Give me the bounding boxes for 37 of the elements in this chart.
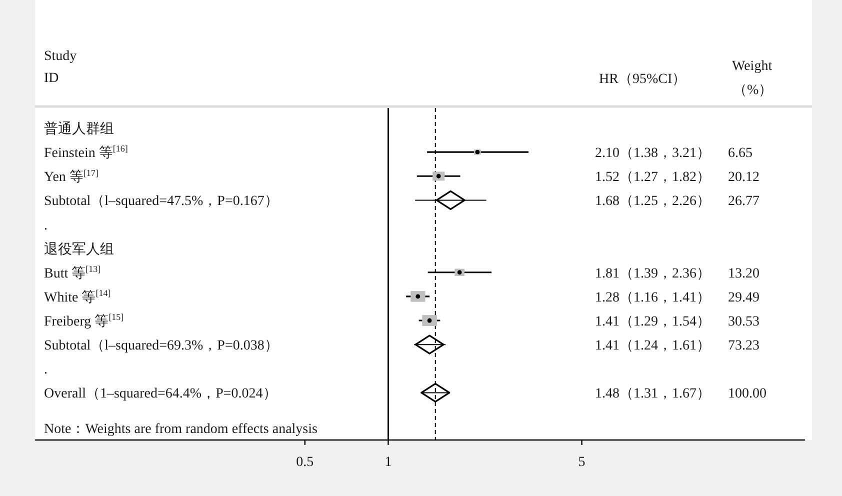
y-axis-title: Study ID [44, 49, 77, 86]
y-tick-label: . [44, 218, 48, 234]
annotation: 13.20 [728, 266, 760, 282]
annotation: 6.65 [728, 146, 752, 162]
y-tick-label: Freiberg 等$^{[15]}$ [44, 312, 124, 330]
x-tick-label: 5 [578, 455, 586, 470]
point [432, 172, 445, 181]
y-tick-label: White 等$^{[14]}$ [44, 288, 111, 306]
y-tick-label: 退役军人组 [44, 241, 114, 258]
annotation: 1.28（1.16，1.41） [595, 290, 710, 306]
y-tick-label: Subtotal（l–squared=69.3%，P=0.038） [44, 338, 278, 354]
text: Note：Weights are from random effects analysis [44, 422, 318, 437]
y-tick-label: . [44, 362, 48, 378]
annotation: 1.41（1.29，1.54） [595, 314, 710, 330]
annotation: 1.48（1.31，1.67） [595, 386, 710, 402]
annotation: 2.10（1.38，3.21） [595, 146, 710, 162]
annotation: 100.00 [728, 386, 766, 402]
text: HR（95%CI） [599, 72, 686, 87]
x-tick-label: 0.5 [296, 455, 314, 470]
text: Weight [732, 59, 772, 74]
x-tick-label: 1 [384, 455, 392, 470]
annotation: 1.81（1.39，2.36） [595, 266, 710, 282]
annotation: 1.68（1.25，2.26） [595, 194, 710, 210]
text: （%） [733, 83, 773, 98]
y-tick-label: Subtotal（l–squared=47.5%，P=0.167） [44, 194, 278, 210]
y-tick-label: Overall（1–squared=64.4%，P=0.024） [44, 386, 277, 402]
annotation: 30.53 [728, 314, 760, 330]
annotation: 29.49 [728, 290, 760, 306]
y-tick-label: Feinstein 等$^{[16]}$ [44, 144, 128, 162]
annotation: 73.23 [728, 338, 760, 354]
annotation: 20.12 [728, 170, 760, 186]
y-tick-label: Butt 等$^{[13]}$ [44, 264, 101, 282]
annotation: 1.41（1.24，1.61） [595, 338, 710, 354]
y-tick-label: 普通人群组 [44, 120, 114, 137]
y-tick-label: Yen 等$^{[17]}$ [44, 168, 98, 186]
annotation: 1.52（1.27，1.82） [595, 170, 710, 186]
annotation: 26.77 [728, 194, 760, 210]
